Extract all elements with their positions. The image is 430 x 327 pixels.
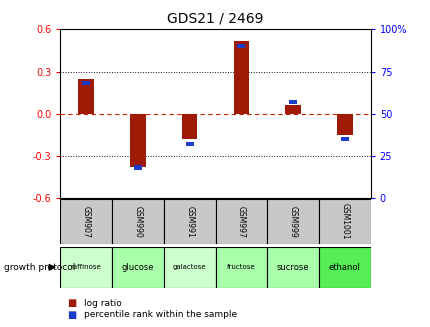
Bar — [60, 199, 112, 244]
Text: GSM999: GSM999 — [288, 206, 297, 237]
Bar — [289, 100, 296, 104]
Bar — [163, 199, 215, 244]
Bar — [60, 247, 112, 288]
Text: GSM1001: GSM1001 — [340, 203, 348, 240]
Text: ■: ■ — [67, 310, 76, 319]
Text: glucose: glucose — [121, 263, 154, 272]
Bar — [318, 247, 370, 288]
Bar — [185, 142, 193, 146]
Text: percentile rank within the sample: percentile rank within the sample — [84, 310, 236, 319]
Bar — [318, 199, 370, 244]
Bar — [215, 247, 267, 288]
Bar — [267, 199, 318, 244]
Text: raffinose: raffinose — [71, 264, 101, 270]
Text: ■: ■ — [67, 299, 76, 308]
Bar — [163, 247, 215, 288]
Text: growth protocol: growth protocol — [4, 263, 76, 272]
Text: galactose: galactose — [172, 264, 206, 270]
Text: log ratio: log ratio — [84, 299, 122, 308]
Text: GSM907: GSM907 — [82, 206, 90, 237]
Bar — [215, 199, 267, 244]
Bar — [267, 247, 318, 288]
Bar — [112, 199, 163, 244]
Bar — [233, 41, 249, 113]
Text: ethanol: ethanol — [328, 263, 360, 272]
Bar — [112, 247, 163, 288]
Bar — [181, 113, 197, 139]
Text: GSM991: GSM991 — [185, 206, 194, 237]
Bar — [336, 113, 352, 135]
Text: GSM997: GSM997 — [237, 206, 245, 237]
Text: GDS21 / 2469: GDS21 / 2469 — [167, 11, 263, 26]
Bar — [82, 81, 90, 85]
Bar — [130, 113, 145, 167]
Bar — [285, 105, 300, 113]
Bar — [134, 165, 141, 170]
Bar — [340, 137, 348, 141]
Text: fructose: fructose — [227, 264, 255, 270]
Bar — [237, 44, 245, 48]
Bar — [78, 78, 94, 113]
Text: GSM990: GSM990 — [133, 206, 142, 237]
Text: sucrose: sucrose — [276, 263, 309, 272]
